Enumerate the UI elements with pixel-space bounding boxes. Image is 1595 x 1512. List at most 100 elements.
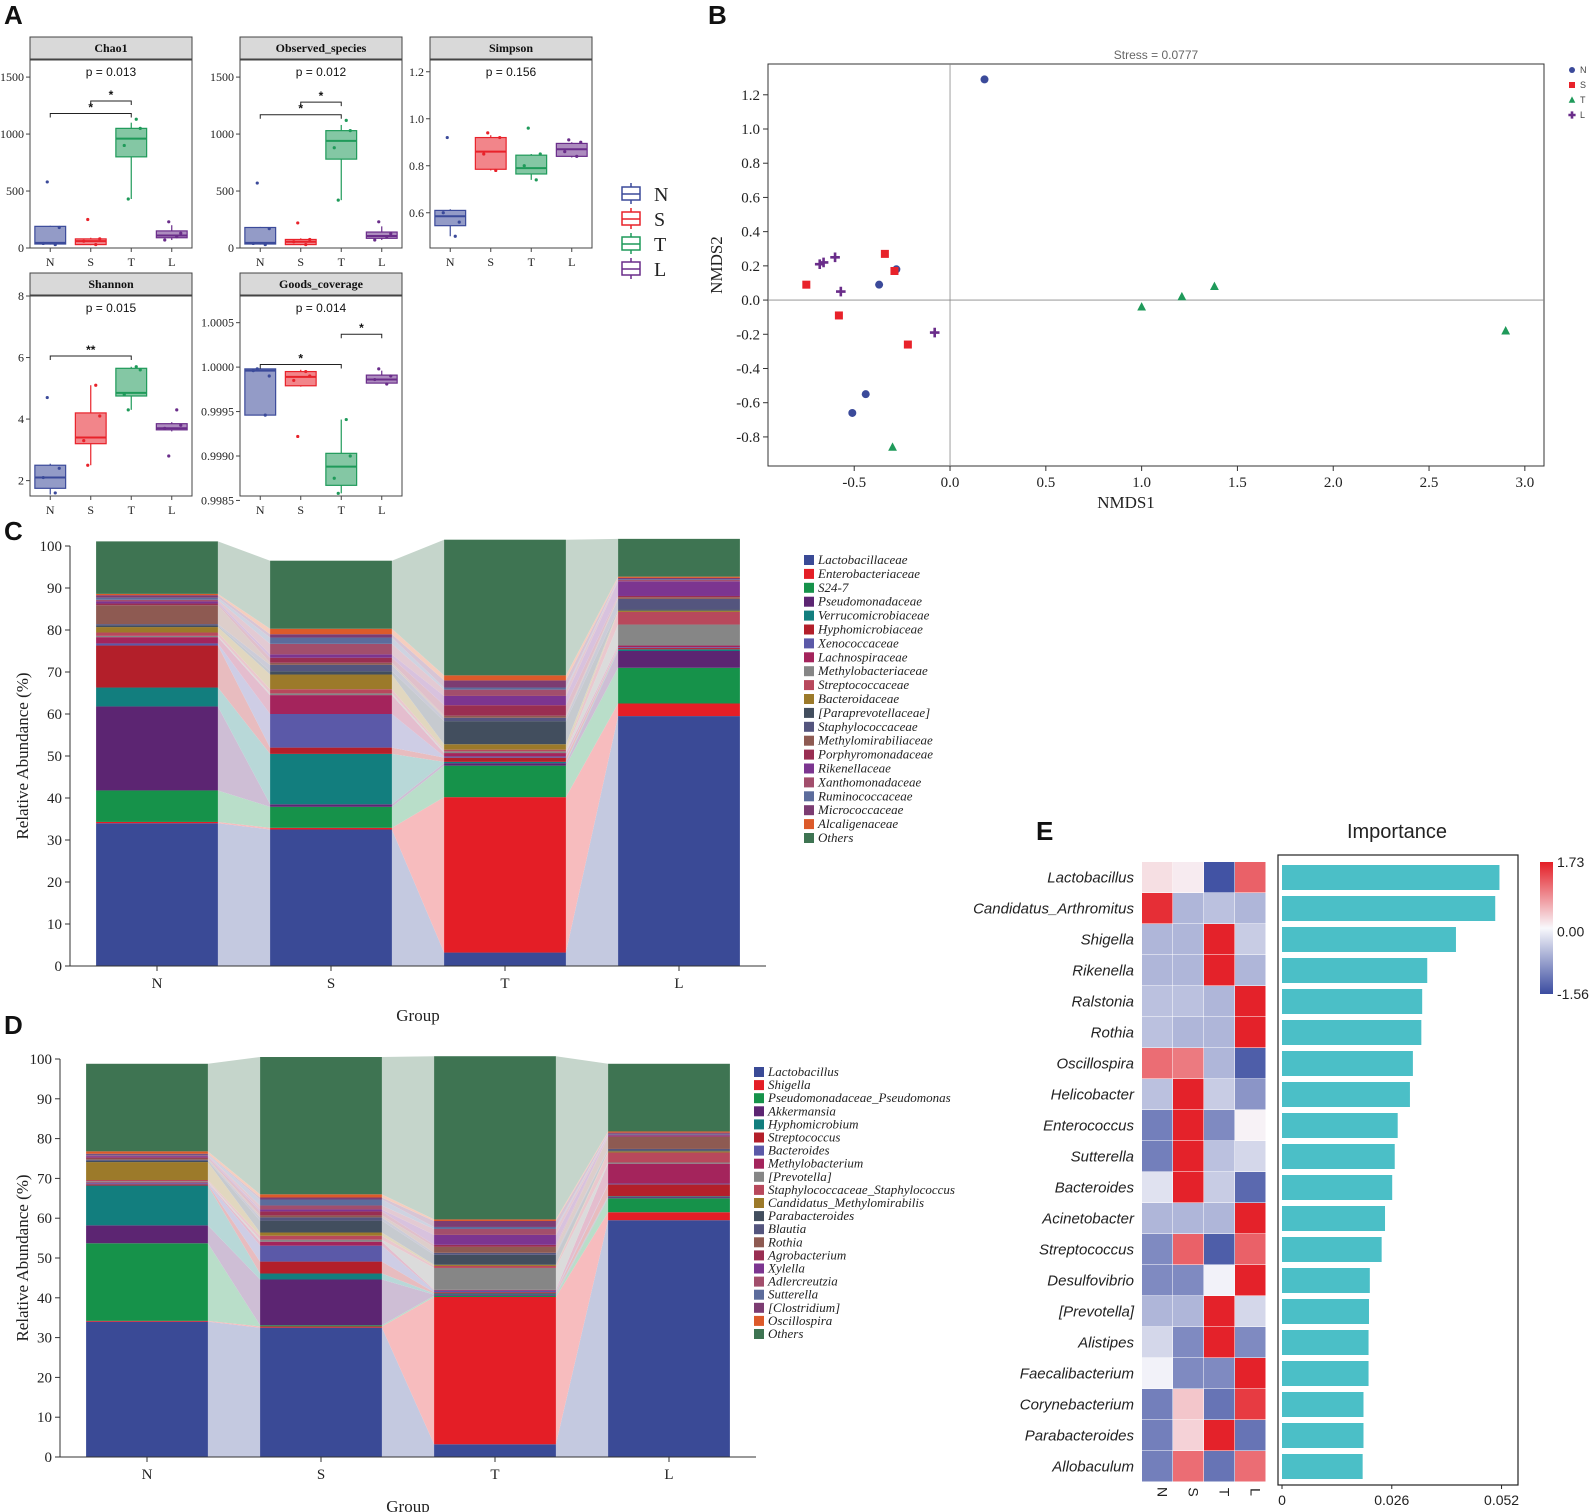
data-point — [134, 365, 138, 369]
heatmap-row — [1142, 1141, 1266, 1172]
x-tick-label: L — [378, 255, 385, 269]
heatmap-row — [1142, 1296, 1266, 1327]
heatmap-cell — [1142, 1296, 1173, 1327]
heatmap-cell — [1173, 1203, 1204, 1234]
data-point — [82, 439, 86, 443]
heatmap-cell — [1235, 862, 1266, 893]
data-point — [336, 198, 340, 202]
alluvial-band — [391, 753, 445, 805]
alluvial-band — [217, 823, 271, 966]
heatmap-cell — [1204, 1420, 1235, 1451]
legend-label: T — [654, 234, 666, 256]
bar-segment — [260, 1232, 382, 1236]
point-t — [1137, 302, 1147, 311]
x-tick-label: 1.0 — [1132, 475, 1151, 491]
heatmap-cell — [1235, 1048, 1266, 1079]
bar-segment — [96, 541, 218, 594]
alluvial-band — [207, 1183, 261, 1262]
legend-label: Staphylococcaceae — [818, 719, 918, 734]
alluvial-band — [381, 1327, 435, 1457]
facet-title: Observed_species — [276, 41, 367, 55]
alluvial-band — [207, 1151, 261, 1198]
data-point — [526, 126, 530, 130]
bar-n — [86, 1063, 208, 1457]
bar-segment — [608, 1063, 730, 1132]
heatmap-cell — [1142, 1079, 1173, 1110]
legend-swatch — [804, 763, 814, 774]
data-point — [263, 413, 267, 417]
legend-swatch — [754, 1093, 764, 1104]
bar-segment — [444, 687, 566, 690]
heatmap-cell — [1235, 1079, 1266, 1110]
heatmap-cell — [1173, 924, 1204, 955]
facet-plot-area — [29, 295, 193, 497]
alluvial-band — [381, 1245, 435, 1293]
point-s — [890, 266, 899, 275]
box-t — [115, 367, 148, 397]
row-label: Ralstonia — [1071, 994, 1134, 1011]
alluvial-band — [565, 580, 619, 696]
y-tick-label: 100 — [40, 539, 63, 555]
row-label: Sutterella — [1071, 1149, 1134, 1166]
p-value-label: p = 0.014 — [296, 301, 347, 315]
y-tick-label: 50 — [47, 749, 62, 765]
legend-label: Akkermansia — [767, 1103, 836, 1118]
box-s — [74, 412, 107, 445]
y-tick-label: 4 — [18, 412, 24, 426]
bar-segment — [608, 1131, 730, 1133]
legend-label: Candidatus_Methylomirabilis — [768, 1195, 924, 1210]
legend-label: Methylomirabiliaceae — [817, 733, 933, 748]
point-l — [830, 252, 840, 263]
alluvial-band — [565, 611, 619, 752]
data-point — [296, 221, 300, 225]
alluvial-band — [381, 1205, 435, 1235]
bar-segment — [96, 821, 218, 824]
alluvial-band — [391, 689, 445, 752]
data-point — [251, 241, 255, 246]
bar-segment — [444, 695, 566, 706]
data-point — [263, 242, 267, 247]
bar-segment — [444, 763, 566, 766]
significance-bracket — [340, 333, 383, 339]
legend-swatch — [754, 1106, 764, 1117]
alluvial-band — [391, 829, 445, 966]
bar-segment — [618, 598, 740, 610]
bar-segment — [444, 749, 566, 752]
bar-segment — [270, 689, 392, 694]
significance-bracket — [49, 355, 132, 360]
x-tick-label: 0.5 — [1036, 475, 1055, 491]
y-tick-label: 1.2 — [741, 88, 760, 104]
nmds-plot-area — [767, 63, 1545, 467]
bar-segment — [96, 605, 218, 625]
y-tick-label: 500 — [216, 184, 234, 198]
legend-swatch — [804, 638, 814, 649]
legend-swatch — [754, 1289, 764, 1300]
heatmap-row — [1142, 1420, 1266, 1451]
box-l — [155, 423, 188, 431]
bar-segment — [444, 753, 566, 757]
x-axis-title: NMDS1 — [1097, 493, 1155, 512]
legend-label: Streptococcus — [768, 1130, 840, 1145]
significance-bracket — [259, 363, 342, 369]
bar-segment — [434, 1297, 556, 1445]
data-point — [538, 152, 542, 156]
data-point — [122, 392, 126, 397]
series-l — [814, 252, 940, 338]
data-point — [336, 491, 340, 495]
heatmap-row — [1142, 955, 1266, 986]
stress-label: Stress = 0.0777 — [1114, 48, 1199, 62]
bar-segment — [86, 1320, 208, 1322]
heatmap-cell — [1173, 1265, 1204, 1296]
row-label: Rikenella — [1072, 963, 1134, 980]
y-tick-label: 0.2 — [741, 259, 760, 275]
alluvial-band — [381, 1232, 435, 1266]
bar-segment — [434, 1289, 556, 1291]
bar-t — [434, 1056, 556, 1457]
point-l — [836, 286, 846, 297]
legend-label: Micrococcaceae — [817, 802, 904, 817]
data-point — [82, 239, 86, 243]
alluvial-band — [555, 1131, 609, 1221]
legend-label: Ruminococcaceae — [817, 788, 913, 803]
alluvial-band — [391, 634, 445, 688]
importance-bar — [1282, 1330, 1369, 1355]
